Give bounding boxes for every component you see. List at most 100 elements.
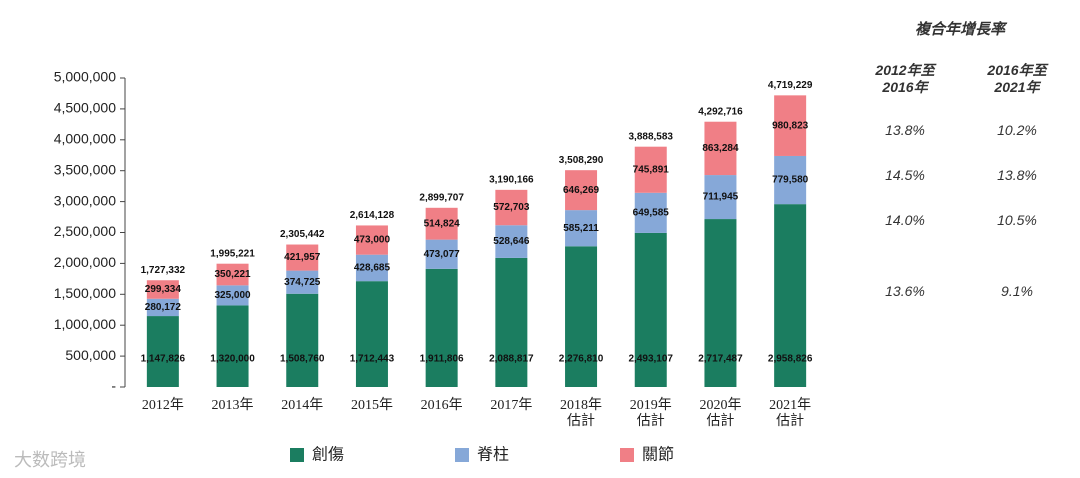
bar-segment — [146, 316, 179, 387]
legend-label: 創傷 — [312, 446, 344, 464]
data-label: 649,585 — [633, 207, 670, 218]
total-label: 1,727,332 — [141, 265, 186, 276]
data-label: 528,646 — [493, 236, 530, 247]
x-tick-label: 2020年 估計 — [699, 398, 742, 429]
bar-segment — [146, 280, 179, 299]
data-label: 350,221 — [214, 269, 251, 280]
bar-segment — [704, 121, 737, 176]
data-label: 863,284 — [702, 143, 739, 154]
data-label: 1,508,760 — [280, 354, 325, 365]
legend-label: 脊柱 — [477, 446, 509, 464]
y-tick-label: 3,000,000 — [54, 192, 116, 208]
total-label: 4,719,229 — [768, 80, 813, 91]
data-label: 1,147,826 — [141, 354, 186, 365]
y-tick-label: - — [111, 378, 116, 394]
table-cell: 13.8% — [885, 122, 925, 138]
total-label: 2,899,707 — [419, 192, 464, 203]
total-label: 1,995,221 — [210, 248, 255, 259]
bar-segment — [565, 170, 598, 211]
table-cell: 14.5% — [885, 167, 925, 183]
bar-segment — [216, 305, 249, 387]
data-label: 2,493,107 — [629, 354, 674, 365]
bar-segment — [495, 189, 528, 226]
total-label: 2,305,442 — [280, 229, 325, 240]
data-label: 1,320,000 — [210, 354, 255, 365]
data-label: 473,077 — [424, 249, 461, 260]
table-cell: 10.2% — [997, 122, 1037, 138]
data-label: 325,000 — [214, 290, 251, 301]
x-tick-label: 2013年 — [211, 398, 254, 413]
data-label: 572,703 — [493, 202, 530, 213]
table-title: 複合年增長率 — [914, 21, 1005, 38]
data-label: 473,000 — [354, 235, 391, 246]
bar-segment — [774, 95, 807, 156]
bar-segment — [355, 225, 388, 255]
y-tick-label: 5,000,000 — [54, 69, 116, 85]
bar-segment — [355, 281, 388, 387]
x-tick-label: 2019年 估計 — [629, 398, 672, 429]
bar-segment — [355, 254, 388, 282]
table-cell: 9.1% — [1001, 283, 1033, 299]
data-label: 711,945 — [703, 192, 739, 203]
data-label: 514,824 — [424, 218, 461, 229]
data-label: 2,717,487 — [698, 354, 743, 365]
legend-label: 關節 — [642, 446, 674, 464]
bar-segment — [286, 244, 319, 271]
y-tick-label: 3,500,000 — [54, 161, 116, 177]
table-cell: 14.0% — [885, 212, 925, 228]
bar-segment — [634, 232, 667, 387]
legend-swatch — [620, 448, 634, 462]
bar-segment — [286, 293, 319, 387]
watermark: 大数跨境 — [14, 450, 86, 470]
bar-segment — [704, 175, 737, 220]
data-label: 646,269 — [563, 185, 600, 196]
data-label: 779,580 — [772, 175, 809, 186]
data-label: 585,211 — [563, 223, 599, 234]
y-tick-label: 2,500,000 — [54, 223, 116, 239]
bar-segment — [634, 192, 667, 233]
table-header: 2012年至 2016年 — [875, 62, 935, 95]
bar-segment — [495, 257, 528, 387]
data-label: 1,911,806 — [420, 354, 464, 365]
bar-segment — [495, 225, 528, 258]
total-label: 3,888,583 — [629, 131, 674, 142]
data-label: 2,958,826 — [768, 354, 813, 365]
data-label: 2,088,817 — [489, 354, 534, 365]
y-tick-label: 4,500,000 — [54, 100, 116, 116]
table-header: 2016年至 2021年 — [987, 62, 1047, 95]
total-label: 2,614,128 — [350, 210, 395, 221]
data-label: 1,712,443 — [350, 354, 395, 365]
bar-segment — [565, 210, 598, 247]
y-tick-label: 500,000 — [65, 347, 116, 363]
data-label: 745,891 — [633, 164, 670, 175]
data-label: 428,685 — [354, 263, 391, 274]
x-tick-label: 2012年 — [141, 398, 184, 413]
data-label: 2,276,810 — [559, 354, 604, 365]
y-tick-label: 1,500,000 — [54, 285, 116, 301]
legend-swatch — [455, 448, 469, 462]
data-label: 980,823 — [772, 120, 809, 131]
total-label: 3,190,166 — [489, 174, 534, 185]
x-tick-label: 2021年 估計 — [769, 398, 812, 429]
y-tick-label: 1,000,000 — [54, 316, 116, 332]
total-label: 4,292,716 — [698, 106, 743, 117]
x-tick-label: 2018年 估計 — [560, 398, 603, 429]
table-cell: 13.8% — [997, 167, 1037, 183]
bar-segment — [634, 146, 667, 193]
y-tick-label: 2,000,000 — [54, 254, 116, 270]
bar-segment — [286, 270, 319, 294]
data-label: 374,725 — [284, 277, 321, 288]
bar-segment — [565, 246, 598, 387]
bar-segment — [425, 239, 458, 269]
total-label: 3,508,290 — [559, 155, 604, 166]
legend-swatch — [290, 448, 304, 462]
x-tick-label: 2017年 — [490, 398, 533, 413]
y-tick-label: 4,000,000 — [54, 131, 116, 147]
x-tick-label: 2016年 — [420, 398, 463, 413]
data-label: 421,957 — [284, 252, 321, 263]
bar-segment — [425, 268, 458, 387]
bar-segment — [216, 285, 249, 306]
table-cell: 13.6% — [885, 283, 925, 299]
